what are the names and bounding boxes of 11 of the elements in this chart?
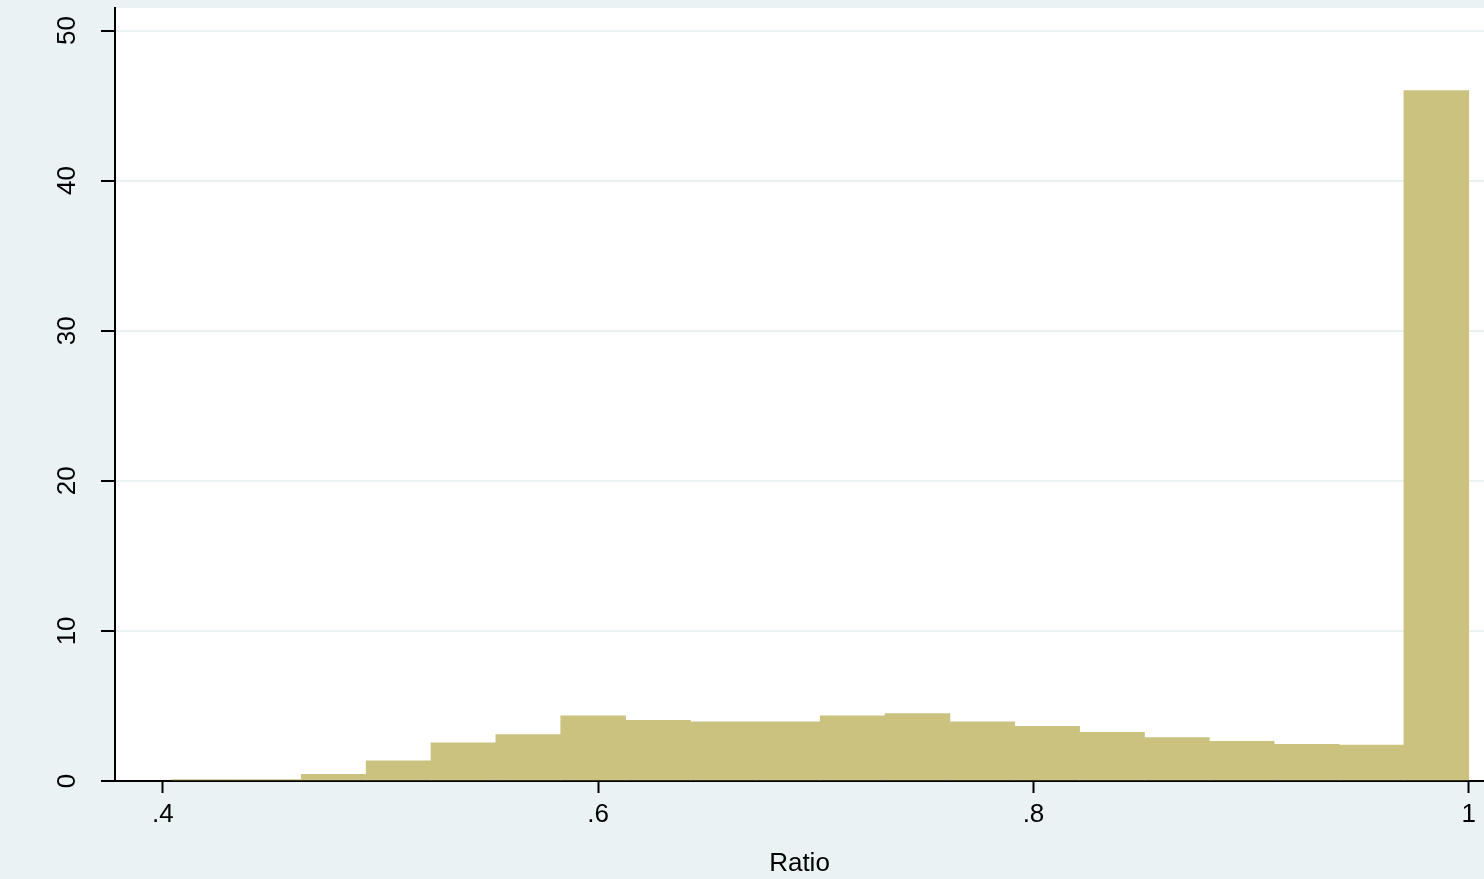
x-tick-label: .6 [587,797,610,828]
y-tick-label: 0 [51,773,82,789]
x-tick-label: .8 [1022,797,1045,828]
y-tick-label: 10 [51,616,82,646]
y-tick-label: 20 [51,466,82,496]
x-axis-title: Ratio [769,846,830,877]
x-tick-label: .4 [152,797,174,828]
y-tick-label: 50 [51,16,82,45]
x-tick-label: 1 [1461,797,1476,828]
y-tick-label: 30 [51,316,82,346]
y-tick-label: 40 [51,166,82,196]
